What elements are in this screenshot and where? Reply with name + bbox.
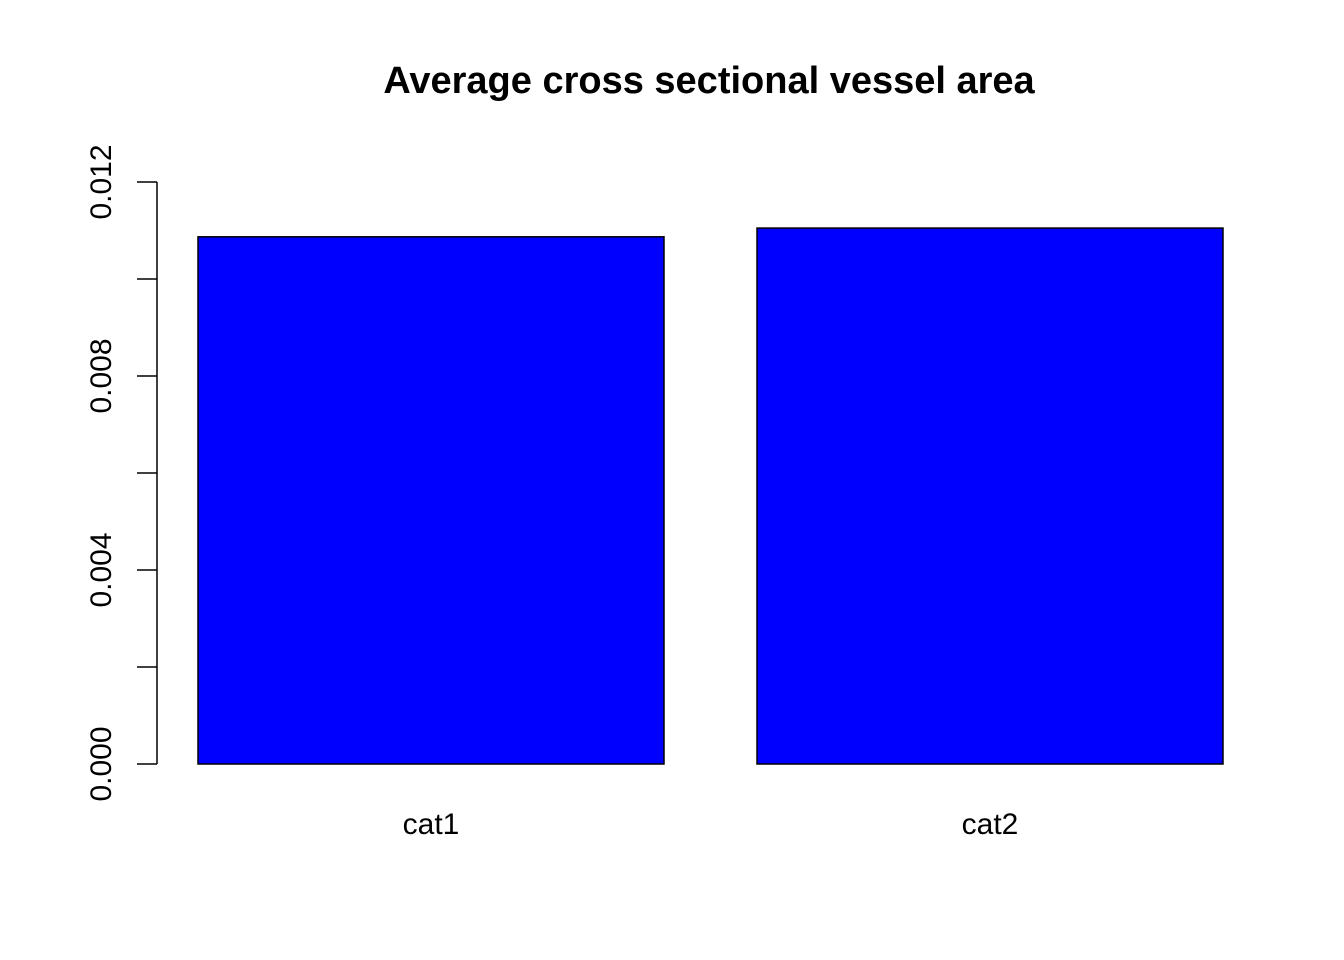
bar-cat2 (756, 227, 1224, 765)
y-tick-label: 0.008 (85, 338, 118, 413)
chart-title: Average cross sectional vessel area (383, 60, 1035, 102)
x-category-label: cat2 (962, 808, 1019, 841)
y-tick-label: 0.004 (85, 532, 118, 607)
x-axis-labels: cat1 cat2 (403, 808, 1019, 841)
y-tick-label: 0.012 (85, 144, 118, 219)
bars (197, 227, 1224, 765)
x-category-label: cat1 (403, 808, 460, 841)
y-axis: 0.000 0.004 0.008 0.012 (85, 144, 158, 802)
y-tick-label: 0.000 (85, 726, 118, 801)
bar-cat1 (197, 236, 665, 765)
